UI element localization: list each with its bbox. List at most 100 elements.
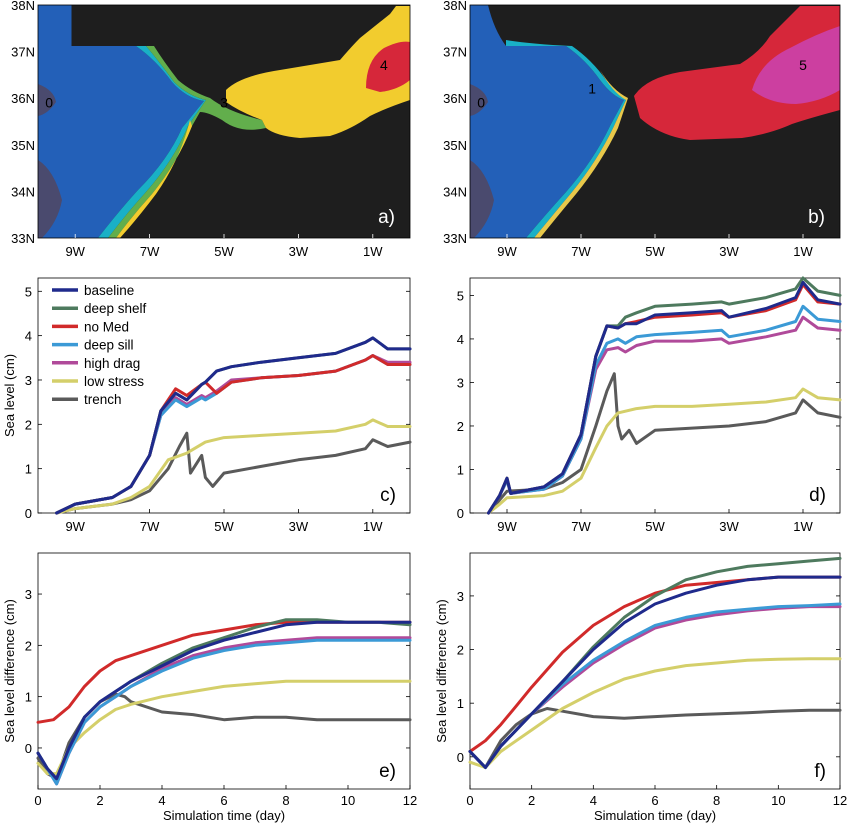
y-tick-label: 36N xyxy=(11,91,35,106)
x-tick-label: 1W xyxy=(363,519,383,534)
x-tick-label: 9W xyxy=(65,519,85,534)
y-tick-label: 36N xyxy=(443,91,467,106)
y-tick-label: 3 xyxy=(25,373,32,388)
y-tick-label: 0 xyxy=(457,506,464,521)
y-tick-label: 37N xyxy=(11,45,35,60)
x-tick-label: 5W xyxy=(214,519,234,534)
y-tick-label: 3 xyxy=(457,589,464,604)
series-line-deep-sill xyxy=(36,638,412,786)
map-panel-b: 9W 7W 5W 3W 1W 38N 37N 36N 35N 34N 33N 0 1 5 b) xyxy=(443,0,841,259)
legend-entry: trench xyxy=(84,392,122,407)
contour-level-0 xyxy=(470,84,494,238)
y-tick-label: 35N xyxy=(11,138,35,153)
contour-level-2 xyxy=(506,40,626,238)
x-tick-label: 3W xyxy=(289,244,309,259)
y-tick-label: 2 xyxy=(457,643,464,658)
contour-label: 0 xyxy=(477,95,485,111)
contour-label: 0 xyxy=(45,95,53,111)
y-tick-label: 5 xyxy=(457,288,464,303)
series-line-baseline xyxy=(36,620,412,781)
series-line-low-stress xyxy=(55,418,412,515)
contour-label: 3 xyxy=(220,95,228,111)
panel-label: c) xyxy=(380,485,396,506)
contour-label: 1 xyxy=(588,81,596,97)
series-line-trench xyxy=(487,372,842,515)
y-tick-label: 33N xyxy=(443,231,467,246)
contour-level-4 xyxy=(116,6,410,238)
panel-label-b: b) xyxy=(808,207,825,228)
line-panel-d: 9W 7W 5W 3W 1W 0 1 2 3 4 5 d) xyxy=(457,276,842,534)
y-tick-label: 3 xyxy=(457,375,464,390)
contour-level-0 xyxy=(38,84,62,238)
y-tick-label: 2 xyxy=(25,417,32,432)
y-tick-label: 37N xyxy=(443,45,467,60)
plot-frame xyxy=(37,552,411,790)
map-panel-a: 9W 7W 5W 3W 1W 38N 37N 36N 35N 34N 33N 0 3 4 a) xyxy=(11,0,411,259)
x-tick-label: 10 xyxy=(771,793,785,808)
x-tick-label: 8 xyxy=(282,793,289,808)
x-tick-label: 1W xyxy=(793,244,813,259)
y-tick-label: 1 xyxy=(457,462,464,477)
x-tick-label: 1W xyxy=(363,244,383,259)
contour-level-4 xyxy=(634,6,840,140)
y-tick-label: 34N xyxy=(11,184,35,199)
contour-labels-b: 0 1 5 xyxy=(477,57,807,110)
y-tick-label: 38N xyxy=(443,0,467,13)
y-tick-label: 1 xyxy=(457,696,464,711)
legend-entry: deep shelf xyxy=(84,301,147,316)
y-tick-label: 4 xyxy=(457,332,464,347)
x-tick-label: 8 xyxy=(713,793,720,808)
series-line-baseline xyxy=(487,280,842,515)
y-axis-label: Sea level difference (cm) xyxy=(2,599,17,743)
map-ticks-a: 9W 7W 5W 3W 1W 38N 37N 36N 35N 34N 33N xyxy=(11,0,383,259)
series-line-low-stress xyxy=(468,657,842,769)
map-ticks-b: 9W 7W 5W 3W 1W 38N 37N 36N 35N 34N 33N xyxy=(443,0,813,259)
x-tick-label: 3W xyxy=(719,244,739,259)
x-axis-label: Simulation time (day) xyxy=(594,808,716,823)
x-tick-label: 1W xyxy=(793,519,813,534)
x-tick-label: 7W xyxy=(571,519,591,534)
x-tick-label: 5W xyxy=(214,244,234,259)
contour-label: 4 xyxy=(380,57,388,73)
x-tick-label: 6 xyxy=(220,793,227,808)
y-tick-label: 38N xyxy=(11,0,35,13)
x-tick-label: 4 xyxy=(590,793,597,808)
y-tick-label: 2 xyxy=(457,419,464,434)
x-tick-label: 7W xyxy=(571,244,591,259)
x-tick-label: 2 xyxy=(96,793,103,808)
x-tick-label: 0 xyxy=(466,793,473,808)
y-tick-label: 5 xyxy=(25,284,32,299)
legend-entry: baseline xyxy=(84,283,134,298)
contour-level-1 xyxy=(38,5,204,238)
contour-labels-a: 0 3 4 xyxy=(45,57,388,110)
y-tick-label: 4 xyxy=(25,329,32,344)
x-tick-label: 9W xyxy=(497,519,517,534)
x-tick-label: 2 xyxy=(528,793,535,808)
x-tick-label: 10 xyxy=(341,793,355,808)
series-line-trench xyxy=(468,707,842,769)
panel-label: f) xyxy=(814,761,826,782)
x-tick-label: 3W xyxy=(289,519,309,534)
series-line-trench xyxy=(55,431,412,515)
x-axis-label: Simulation time (day) xyxy=(163,808,285,823)
x-tick-label: 3W xyxy=(719,519,739,534)
legend-entry: no Med xyxy=(84,319,129,334)
y-tick-label: 35N xyxy=(443,138,467,153)
series-line-baseline xyxy=(55,336,412,515)
x-tick-label: 9W xyxy=(65,244,85,259)
panel-label: e) xyxy=(379,761,396,782)
x-tick-label: 4 xyxy=(158,793,165,808)
x-tick-label: 12 xyxy=(403,793,417,808)
y-tick-label: 34N xyxy=(443,184,467,199)
panel-label: d) xyxy=(809,485,826,506)
legend: baseline deep shelf no Med deep sill high dr… xyxy=(52,283,147,407)
legend-entry: deep sill xyxy=(84,338,134,353)
panel-label-a: a) xyxy=(378,207,395,228)
line-panel-c: 9W 7W 5W 3W 1W 0 1 2 3 4 5 Sea level (cm) c) baseline… xyxy=(2,277,412,534)
x-tick-label: 9W xyxy=(497,244,517,259)
contour-level-5 xyxy=(752,26,840,104)
y-tick-label: 33N xyxy=(11,231,35,246)
legend-entry: low stress xyxy=(84,374,144,389)
